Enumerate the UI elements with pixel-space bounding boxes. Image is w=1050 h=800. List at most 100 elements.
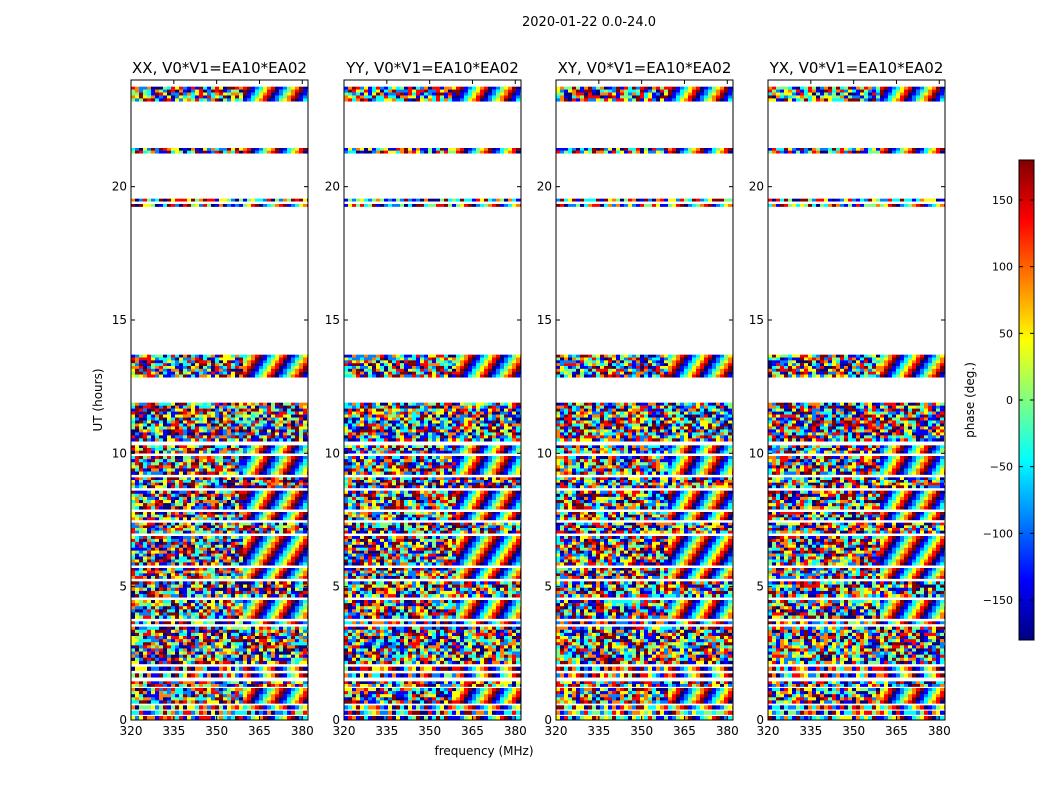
phase-cell [199, 514, 203, 518]
phase-cell [163, 609, 167, 613]
phase-cell [247, 559, 251, 563]
phase-cell [227, 522, 231, 526]
phase-cell [219, 525, 223, 529]
phase-cell [211, 459, 215, 463]
phase-cell [223, 459, 227, 463]
phase-cell [211, 660, 215, 665]
phase-cell [259, 402, 263, 406]
phase-cell [147, 573, 151, 577]
phase-cell [151, 468, 155, 472]
phase-cell [207, 584, 211, 588]
phase-cell [227, 536, 231, 540]
phase-cell [452, 705, 456, 710]
phase-cell [159, 688, 163, 692]
phase-cell [131, 423, 135, 427]
phase-cell [147, 459, 151, 463]
phase-cell [227, 448, 231, 451]
phase-cell [291, 639, 295, 643]
phase-cell [291, 562, 295, 566]
phase-cell [167, 654, 171, 658]
phase-cell [187, 544, 191, 548]
phase-cell [259, 423, 263, 427]
phase-cell [360, 688, 364, 692]
phase-cell [295, 360, 299, 364]
phase-cell [131, 645, 135, 649]
phase-cell [235, 402, 239, 406]
phase-cell [271, 490, 275, 494]
phase-cell [215, 705, 219, 710]
phase-cell [279, 587, 283, 592]
phase-cell [159, 363, 163, 367]
phase-cell [147, 465, 151, 469]
phase-cell [215, 581, 219, 585]
phase-cell [203, 86, 207, 90]
phase-cell [267, 92, 271, 96]
phase-cell [247, 528, 251, 531]
phase-cell [219, 684, 223, 687]
phase-cell [175, 629, 179, 634]
phase-cell [143, 581, 147, 585]
phase-cell [195, 417, 199, 421]
phase-cell [295, 716, 299, 720]
phase-cell [283, 645, 287, 649]
phase-cell [147, 414, 151, 418]
phase-cell [175, 503, 179, 507]
phase-cell [283, 536, 287, 540]
phase-cell [231, 402, 235, 406]
phase-cell [183, 559, 187, 563]
phase-cell [163, 468, 167, 472]
phase-cell [159, 538, 163, 543]
phase-cell [303, 581, 307, 585]
phase-cell [147, 429, 151, 433]
phase-cell [199, 657, 203, 662]
phase-cell [243, 691, 247, 695]
phase-cell [291, 691, 295, 695]
phase-cell [179, 615, 183, 619]
phase-cell [287, 522, 291, 526]
phase-cell [255, 651, 259, 655]
phase-cell [259, 700, 263, 704]
phase-cell [295, 448, 299, 451]
phase-cell [263, 465, 267, 469]
phase-cell [267, 556, 271, 560]
phase-cell [231, 684, 235, 687]
phase-cell [143, 204, 147, 207]
phase-cell [139, 590, 143, 595]
phase-cell [239, 691, 243, 695]
phase-cell [139, 700, 143, 704]
phase-cell [219, 654, 223, 658]
phase-cell [171, 402, 175, 406]
phase-cell [211, 204, 215, 207]
phase-cell [303, 562, 307, 566]
phase-cell [295, 490, 299, 494]
phase-cell [255, 368, 259, 372]
phase-cell [251, 456, 255, 460]
phase-cell [187, 204, 191, 207]
phase-cell [135, 691, 139, 695]
phase-cell [167, 445, 171, 449]
phase-cell [227, 525, 231, 529]
phase-cell [175, 402, 179, 406]
phase-cell [259, 654, 263, 658]
phase-cell [215, 536, 219, 540]
phase-cell [295, 654, 299, 658]
phase-cell [231, 438, 235, 442]
phase-cell [235, 541, 239, 545]
phase-cell [191, 648, 195, 652]
phase-cell [279, 426, 283, 430]
phase-cell [199, 522, 203, 526]
phase-cell [299, 612, 303, 616]
phase-cell [187, 694, 191, 698]
phase-cell [496, 716, 500, 720]
phase-cell [191, 587, 195, 592]
phase-cell [231, 426, 235, 430]
phase-cell [259, 459, 263, 463]
phase-cell [235, 612, 239, 616]
phase-cell [235, 528, 239, 531]
phase-cell [267, 435, 271, 439]
phase-cell [195, 528, 199, 531]
phase-cell [179, 573, 183, 577]
phase-cell [235, 462, 239, 466]
phase-cell [231, 456, 235, 460]
